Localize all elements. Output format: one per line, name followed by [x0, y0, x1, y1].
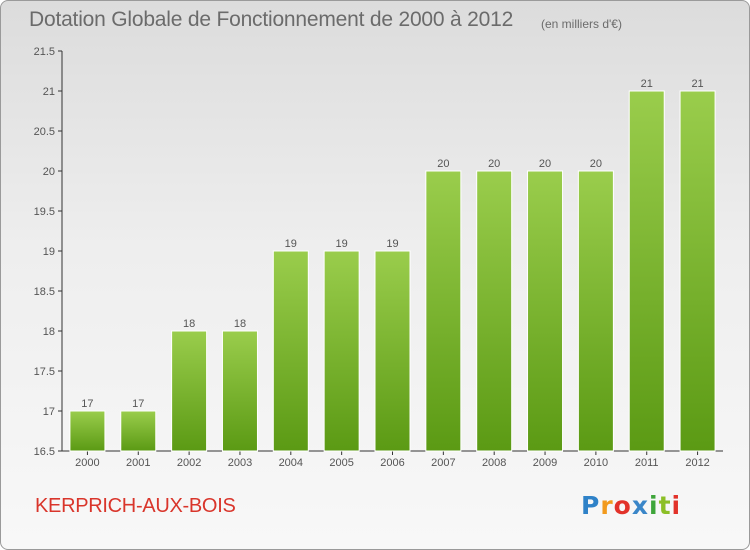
y-tick-label: 18.5 — [34, 286, 55, 298]
bar — [120, 410, 157, 452]
x-tick-label: 2001 — [126, 457, 150, 469]
y-tick-label: 21.5 — [34, 46, 55, 58]
x-tick-label: 2000 — [75, 457, 99, 469]
y-tick-label: 20.5 — [34, 126, 55, 138]
bar — [628, 90, 665, 452]
x-tick-label: 2005 — [329, 457, 353, 469]
bar — [476, 170, 513, 452]
data-label: 18 — [183, 318, 195, 330]
data-label: 17 — [81, 398, 93, 410]
bar — [374, 250, 411, 452]
bar — [527, 170, 564, 452]
data-label: 17 — [132, 398, 144, 410]
x-tick-label: 2008 — [482, 457, 506, 469]
data-label: 18 — [234, 318, 246, 330]
chart-subtitle: (en milliers d'€) — [541, 17, 622, 31]
bar — [323, 250, 360, 452]
data-label: 21 — [691, 78, 703, 90]
logo-letter: r — [600, 491, 614, 520]
bar — [425, 170, 462, 452]
y-tick-label: 19 — [43, 246, 55, 258]
logo-letter: i — [671, 491, 682, 520]
data-label: 19 — [386, 238, 398, 250]
logo-letter: i — [649, 491, 659, 520]
data-label: 20 — [590, 158, 602, 170]
commune-name: KERPRICH-AUX-BOIS — [35, 495, 236, 517]
logo-letter: P — [581, 491, 601, 520]
y-tick-label: 21 — [43, 86, 55, 98]
data-label: 20 — [539, 158, 551, 170]
data-label: 19 — [285, 238, 297, 250]
y-tick-label: 17.5 — [34, 366, 55, 378]
chart-title: Dotation Globale de Fonctionnement de 20… — [29, 8, 514, 31]
x-tick-label: 2010 — [584, 457, 608, 469]
bar — [221, 330, 258, 452]
y-tick-label: 19.5 — [34, 206, 55, 218]
bar — [679, 90, 716, 452]
data-label: 20 — [488, 158, 500, 170]
bar — [69, 410, 106, 452]
x-tick-label: 2004 — [279, 457, 303, 469]
x-tick-label: 2011 — [635, 457, 659, 469]
x-tick-label: 2012 — [685, 457, 709, 469]
x-tick-label: 2002 — [177, 457, 201, 469]
x-tick-label: 2007 — [431, 457, 455, 469]
data-label: 21 — [641, 78, 653, 90]
y-tick-label: 16.5 — [34, 446, 55, 458]
proxiti-logo: Proxiti — [581, 491, 681, 520]
logo-letter: x — [631, 491, 649, 520]
y-tick-label: 17 — [43, 406, 55, 418]
y-tick-label: 20 — [43, 166, 55, 178]
x-tick-label: 2009 — [533, 457, 557, 469]
logo-letter: o — [613, 491, 632, 520]
x-tick-label: 2003 — [228, 457, 252, 469]
y-tick-label: 18 — [43, 326, 55, 338]
bar — [171, 330, 208, 452]
data-label: 19 — [336, 238, 348, 250]
bar — [577, 170, 614, 452]
logo-letter: t — [658, 491, 672, 520]
x-tick-label: 2006 — [380, 457, 404, 469]
bar — [272, 250, 309, 452]
data-label: 20 — [437, 158, 449, 170]
